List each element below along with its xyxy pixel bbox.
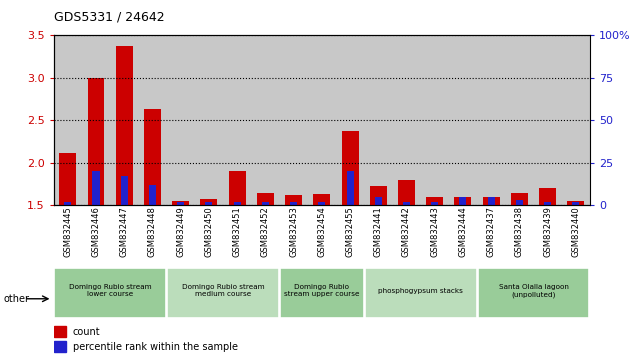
Bar bbox=[365, 268, 476, 318]
Bar bbox=[64, 202, 71, 205]
Bar bbox=[505, 35, 534, 205]
Bar bbox=[488, 197, 495, 205]
Bar bbox=[251, 35, 280, 205]
Bar bbox=[285, 195, 302, 205]
Bar bbox=[403, 202, 410, 205]
Text: Domingo Rubio
stream upper course: Domingo Rubio stream upper course bbox=[284, 284, 360, 297]
Bar bbox=[478, 268, 589, 318]
Bar bbox=[562, 35, 590, 205]
Text: percentile rank within the sample: percentile rank within the sample bbox=[73, 342, 238, 352]
Text: GDS5331 / 24642: GDS5331 / 24642 bbox=[54, 11, 164, 24]
Bar bbox=[115, 46, 133, 205]
Bar bbox=[290, 202, 297, 205]
Text: GSM832454: GSM832454 bbox=[317, 206, 326, 257]
Bar bbox=[54, 268, 166, 318]
Bar bbox=[572, 202, 579, 205]
Bar bbox=[477, 35, 505, 205]
Bar bbox=[314, 194, 330, 205]
Text: GSM832452: GSM832452 bbox=[261, 206, 270, 257]
Text: count: count bbox=[73, 327, 100, 337]
Text: GSM832445: GSM832445 bbox=[63, 206, 72, 257]
Bar bbox=[172, 201, 189, 205]
Text: GSM832448: GSM832448 bbox=[148, 206, 157, 257]
Bar bbox=[201, 199, 217, 205]
Bar bbox=[167, 268, 279, 318]
Bar bbox=[195, 35, 223, 205]
Bar bbox=[280, 35, 308, 205]
Text: GSM832443: GSM832443 bbox=[430, 206, 439, 257]
Bar bbox=[336, 35, 364, 205]
Bar bbox=[54, 326, 66, 337]
Text: Santa Olalla lagoon
(unpolluted): Santa Olalla lagoon (unpolluted) bbox=[498, 284, 569, 298]
Text: GSM832440: GSM832440 bbox=[572, 206, 581, 257]
Bar bbox=[59, 154, 76, 205]
Text: GSM832439: GSM832439 bbox=[543, 206, 552, 257]
Text: GSM832441: GSM832441 bbox=[374, 206, 383, 257]
Bar bbox=[421, 35, 449, 205]
Bar bbox=[459, 197, 466, 205]
Text: Domingo Rubio stream
lower course: Domingo Rubio stream lower course bbox=[69, 284, 151, 297]
Text: GSM832449: GSM832449 bbox=[176, 206, 185, 257]
Bar bbox=[567, 201, 584, 205]
Bar bbox=[427, 197, 443, 205]
Bar bbox=[257, 193, 274, 205]
Bar bbox=[93, 171, 100, 205]
Bar bbox=[364, 35, 392, 205]
Text: other: other bbox=[3, 294, 29, 304]
Bar bbox=[392, 35, 421, 205]
Text: GSM832442: GSM832442 bbox=[402, 206, 411, 257]
Bar bbox=[431, 202, 439, 205]
Bar bbox=[375, 197, 382, 205]
Bar bbox=[341, 131, 358, 205]
Text: GSM832438: GSM832438 bbox=[515, 206, 524, 257]
Text: GSM832451: GSM832451 bbox=[233, 206, 242, 257]
Bar bbox=[346, 171, 353, 205]
Bar bbox=[544, 202, 551, 205]
Text: GSM832455: GSM832455 bbox=[346, 206, 355, 257]
Bar bbox=[233, 202, 240, 205]
Bar bbox=[370, 186, 387, 205]
Bar bbox=[223, 35, 251, 205]
Text: GSM832450: GSM832450 bbox=[204, 206, 213, 257]
Bar bbox=[82, 35, 110, 205]
Bar bbox=[144, 109, 161, 205]
Bar bbox=[149, 185, 156, 205]
Bar bbox=[280, 268, 363, 318]
Bar bbox=[205, 202, 213, 205]
Bar bbox=[177, 202, 184, 205]
Text: GSM832447: GSM832447 bbox=[120, 206, 129, 257]
Bar bbox=[138, 35, 167, 205]
Bar bbox=[318, 202, 326, 205]
Bar bbox=[398, 180, 415, 205]
Text: GSM832444: GSM832444 bbox=[459, 206, 468, 257]
Bar bbox=[167, 35, 195, 205]
Bar bbox=[228, 171, 245, 205]
Text: Domingo Rubio stream
medium course: Domingo Rubio stream medium course bbox=[182, 284, 264, 297]
Bar bbox=[54, 35, 82, 205]
Bar bbox=[121, 176, 127, 205]
Bar bbox=[54, 341, 66, 353]
Bar bbox=[88, 78, 105, 205]
Bar bbox=[308, 35, 336, 205]
Bar bbox=[511, 193, 528, 205]
Bar bbox=[454, 197, 471, 205]
Text: phosphogypsum stacks: phosphogypsum stacks bbox=[378, 288, 463, 294]
Bar bbox=[516, 200, 523, 205]
Text: GSM832453: GSM832453 bbox=[289, 206, 298, 257]
Bar bbox=[110, 35, 138, 205]
Bar bbox=[539, 188, 556, 205]
Bar bbox=[262, 202, 269, 205]
Text: GSM832437: GSM832437 bbox=[487, 206, 496, 257]
Bar bbox=[483, 197, 500, 205]
Bar bbox=[534, 35, 562, 205]
Bar bbox=[449, 35, 477, 205]
Text: GSM832446: GSM832446 bbox=[91, 206, 100, 257]
